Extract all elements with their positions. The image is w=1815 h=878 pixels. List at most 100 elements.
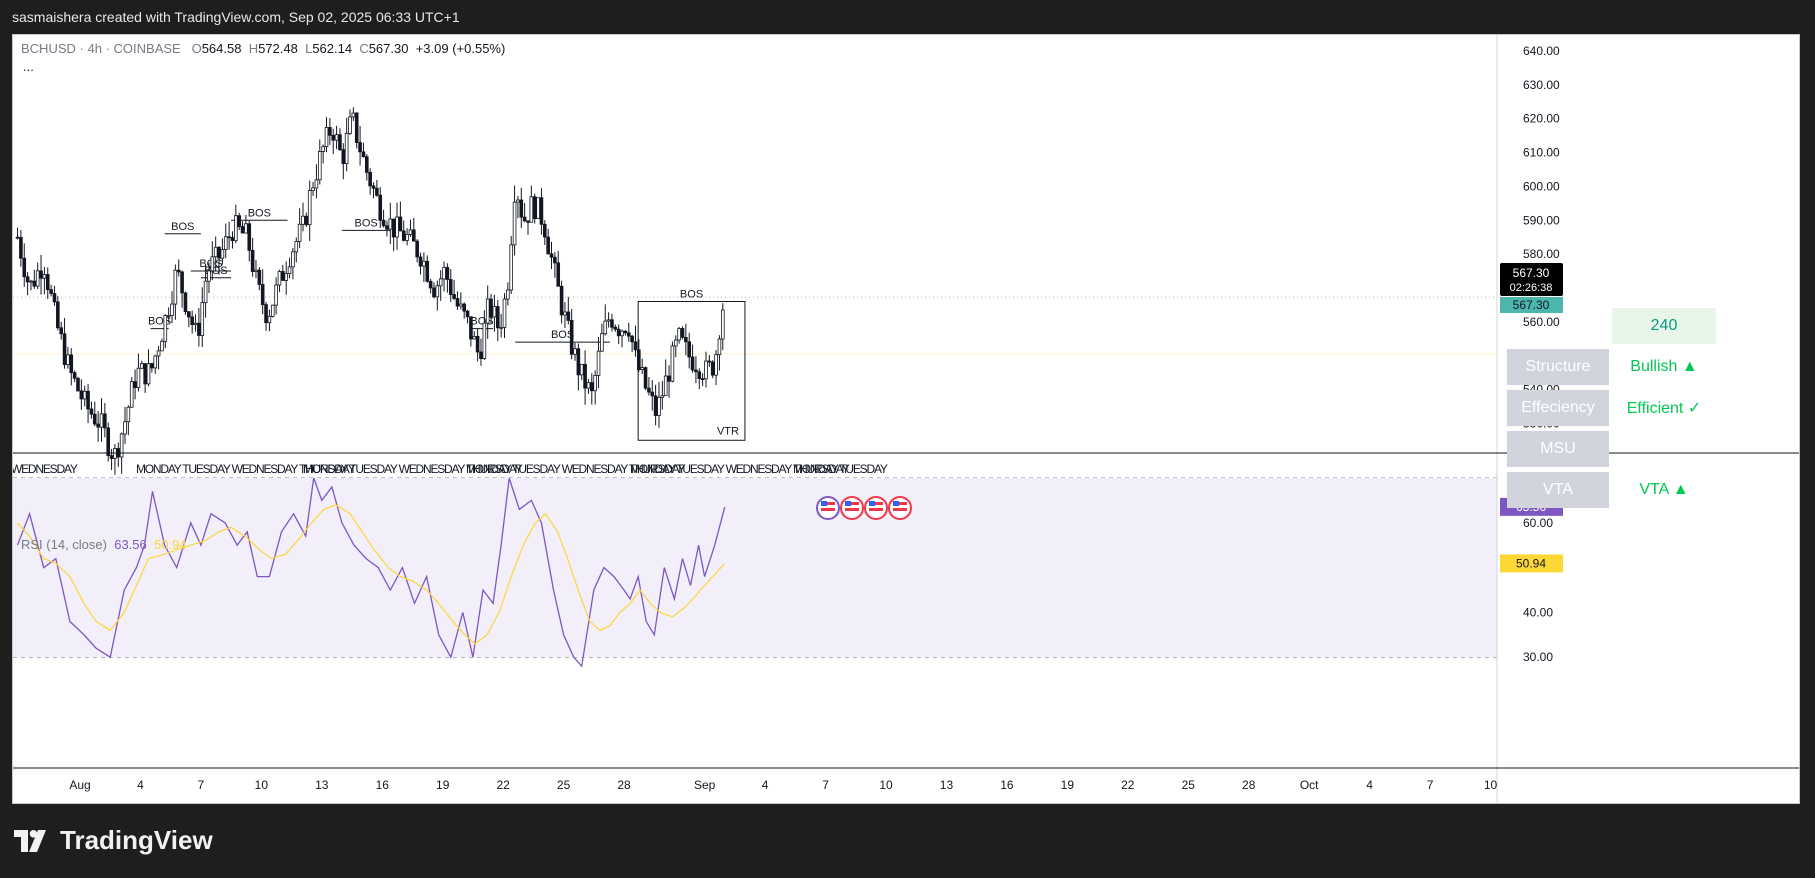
flag-stripe bbox=[821, 502, 835, 505]
candle bbox=[15, 227, 20, 240]
candle-body bbox=[361, 151, 366, 158]
candle bbox=[106, 422, 111, 462]
bos-label: BOS bbox=[248, 207, 271, 219]
candle bbox=[260, 269, 265, 315]
candle bbox=[506, 282, 510, 306]
candle-body bbox=[660, 395, 665, 398]
candle bbox=[395, 202, 399, 250]
candle-body bbox=[106, 427, 111, 456]
candle-body bbox=[559, 285, 564, 316]
table-label-msu: MSU bbox=[1507, 431, 1609, 467]
table-value-efficiency: Efficient ✓ bbox=[1626, 400, 1702, 417]
candle bbox=[630, 334, 634, 353]
time-axis-tick: 25 bbox=[557, 778, 571, 792]
candle bbox=[401, 220, 406, 242]
candle-body bbox=[42, 274, 47, 279]
candle-body bbox=[69, 354, 74, 374]
candle-body bbox=[210, 256, 215, 272]
candle-body bbox=[640, 367, 644, 371]
candle-body bbox=[546, 236, 550, 255]
candle-body bbox=[579, 363, 584, 376]
candle bbox=[116, 442, 121, 467]
candle-body bbox=[391, 218, 396, 238]
legend-more-button[interactable]: ... bbox=[23, 59, 34, 74]
candle-body bbox=[35, 270, 40, 287]
candle-body bbox=[569, 320, 574, 355]
candle bbox=[210, 241, 215, 281]
candle-body bbox=[297, 223, 302, 242]
candle bbox=[213, 236, 218, 271]
candle-body bbox=[72, 372, 77, 379]
candle bbox=[156, 345, 161, 370]
candle-body bbox=[600, 333, 604, 352]
candle bbox=[590, 373, 594, 405]
candle bbox=[475, 328, 480, 362]
candle-body bbox=[495, 306, 500, 329]
candle bbox=[563, 302, 567, 328]
candle-body bbox=[304, 215, 309, 226]
price-label-badge-text: 567.30 bbox=[1513, 298, 1550, 312]
candle bbox=[398, 201, 403, 232]
candle-body bbox=[99, 413, 104, 428]
candle-body bbox=[190, 316, 194, 325]
candle-body bbox=[348, 116, 352, 134]
candle bbox=[428, 278, 433, 294]
flag-stripe bbox=[893, 502, 907, 505]
table-value-msu bbox=[1612, 431, 1716, 467]
candle bbox=[381, 209, 386, 228]
candle bbox=[593, 370, 597, 405]
candle-body bbox=[405, 234, 409, 241]
flag-canton bbox=[893, 501, 899, 506]
candle-body bbox=[79, 390, 84, 400]
candle bbox=[123, 406, 127, 444]
chart-author-header: sasmaishera created with TradingView.com… bbox=[12, 9, 460, 25]
candle bbox=[573, 342, 577, 361]
candle-body bbox=[354, 112, 359, 143]
candle bbox=[391, 218, 396, 252]
candle-body bbox=[22, 257, 27, 278]
candle-body bbox=[610, 319, 614, 328]
rsi-line bbox=[16, 477, 726, 668]
candle bbox=[371, 182, 376, 199]
candle bbox=[311, 181, 315, 196]
candle-body bbox=[720, 309, 725, 340]
candle bbox=[720, 303, 725, 351]
candle-body bbox=[697, 371, 702, 379]
candle bbox=[499, 313, 503, 338]
candle-body bbox=[398, 216, 403, 232]
candle-body bbox=[260, 284, 265, 306]
candle-body bbox=[385, 225, 389, 230]
candle bbox=[509, 236, 514, 295]
candle-body bbox=[475, 335, 480, 353]
candle-body bbox=[133, 381, 137, 388]
candle-body bbox=[643, 367, 648, 389]
time-axis-tick: 4 bbox=[762, 778, 769, 792]
candle-body bbox=[123, 421, 127, 435]
candle-body bbox=[314, 179, 319, 189]
candle-body bbox=[274, 284, 278, 306]
table-value-structure: Bullish ▲ bbox=[1630, 358, 1698, 375]
candle-body bbox=[395, 216, 399, 238]
time-axis-tick: 19 bbox=[436, 778, 450, 792]
candle bbox=[532, 193, 537, 224]
candle bbox=[254, 259, 258, 279]
candle bbox=[445, 263, 450, 293]
candle bbox=[163, 314, 168, 349]
legend-close-label: C bbox=[359, 41, 369, 56]
candle bbox=[79, 379, 84, 410]
footer-brand: TradingView bbox=[14, 825, 213, 856]
candle bbox=[710, 360, 715, 379]
chart-canvas[interactable]: BOSBOSBOSBOSBOSBOSBOSBOSBOSVTRWEDNESDAYM… bbox=[11, 35, 1799, 803]
candle-body bbox=[415, 240, 419, 258]
candle bbox=[193, 314, 198, 332]
candle-body bbox=[328, 127, 332, 136]
price-axis-tick: 590.00 bbox=[1523, 213, 1560, 227]
candle bbox=[667, 365, 671, 398]
candle-body bbox=[82, 390, 87, 400]
candle bbox=[227, 221, 231, 250]
candle bbox=[553, 252, 557, 278]
candle-body bbox=[358, 142, 362, 153]
time-axis-tick: 25 bbox=[1182, 778, 1196, 792]
candle bbox=[576, 343, 581, 391]
candle-body bbox=[687, 341, 692, 358]
